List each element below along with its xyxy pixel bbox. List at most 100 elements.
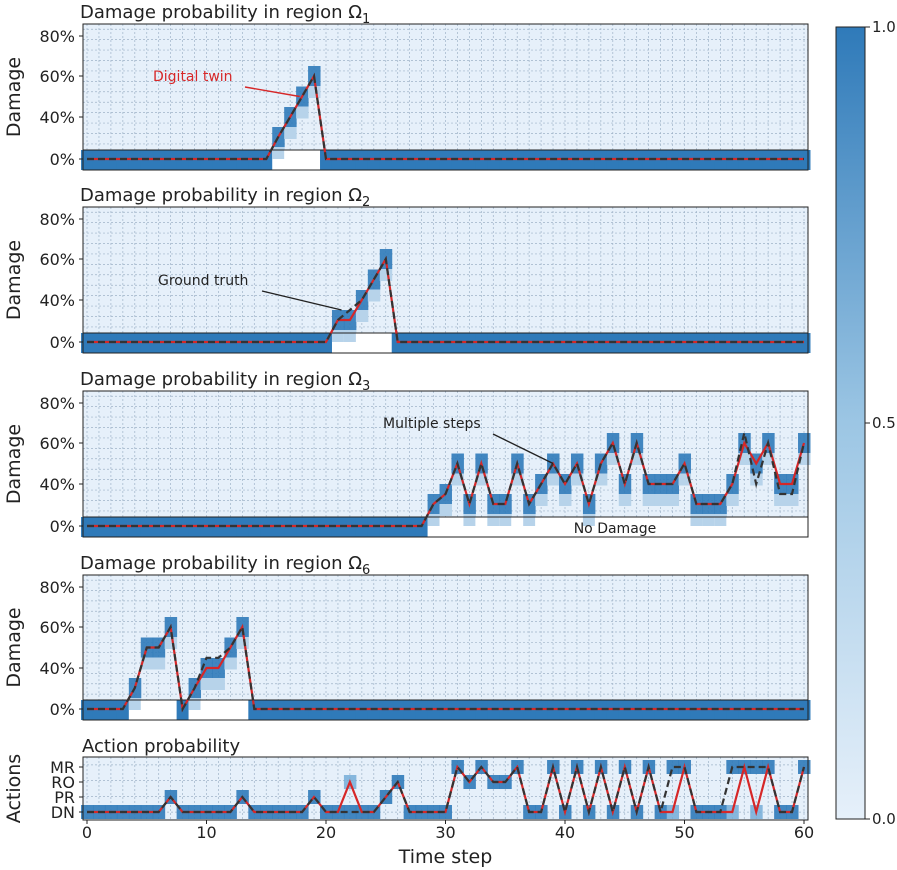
heat-cell-uncertain [296,106,309,119]
y-tick-label: 80% [39,578,75,597]
damage-panel-1: Damage probability in region Ω1 0% 40% 60% 8… [3,2,811,171]
panel-title: Action probability [82,736,240,757]
y-tick-label: 40% [39,108,75,127]
heat-cell-blank [726,517,739,537]
heat-cell-uncertain [786,494,799,506]
panel-title-text: Damage probability in region Ω [80,185,362,206]
panel-title-subscript: 2 [362,195,370,210]
heat-cell-blank [475,517,488,537]
heat-cell-blank [535,517,548,537]
heat-cell-blank [642,517,656,537]
colorbar-tick-label: 0.0 [872,810,896,828]
y-tick-label: MR [50,758,75,777]
heat-cell-uncertain [355,310,369,322]
annotation-arrow [261,290,342,311]
heat-cell-action [666,760,680,774]
y-tick-label: 80% [39,210,75,229]
heat-cell-blank [678,517,691,537]
heat-cell-uncertain [224,657,237,670]
damage-panel-4: Damage probability in region Ω60%40%60%8… [3,553,811,721]
panel-title-subscript: 3 [362,379,370,394]
heat-cell-uncertain [152,657,166,670]
heat-cell-uncertain [463,514,476,526]
heat-cell-blank [762,517,775,537]
heat-cell-blank [547,517,560,537]
heat-cell-blank [798,517,811,537]
heat-cell-uncertain [331,330,345,342]
panel-title-subscript: 1 [362,12,370,27]
y-tick-label: 60% [39,250,75,269]
no-damage-label: No Damage [574,521,657,537]
heat-cell-blank [224,700,237,720]
x-tick-label: 50 [674,823,694,842]
heat-cell-uncertain [164,637,178,649]
heat-cell-blank [451,517,464,537]
x-tick-label: 30 [435,823,455,842]
heat-cell-no-damage [798,333,811,353]
y-tick-label: 40% [39,475,75,494]
heat-cell-uncertain [774,494,787,506]
x-tick-label: 60 [794,823,814,842]
heat-cell-blank [140,700,154,720]
annotation-arrow [244,86,300,98]
panel-frame [82,206,809,354]
heat-cell-blank [559,517,572,537]
panel-title-subscript: 6 [362,563,370,578]
y-tick-label: 60% [39,434,75,453]
heat-cell-blank [296,150,309,170]
heat-cell-uncertain [559,494,572,506]
ground-truth-line [87,432,806,528]
heat-cell-uncertain [128,698,142,710]
annotation-label: Ground truth [158,273,248,289]
heat-cell-uncertain [714,514,727,526]
heat-cell-blank [738,517,751,537]
heat-cell-uncertain [750,473,763,486]
heat-cell-uncertain [702,514,715,526]
y-axis-label: Damage [3,607,25,687]
panel-title-text: Damage probability in region Ω [80,2,362,23]
heat-cell-uncertain [200,678,213,690]
heat-cell-blank [786,517,799,537]
heat-cell-action [343,805,357,819]
heat-cell-blank [570,517,584,537]
heat-cell-blank [164,700,178,720]
heat-cell-uncertain [236,637,249,649]
annotation-label: Multiple steps [383,416,481,432]
y-tick-label: 0% [50,150,75,169]
heat-cell-action [798,760,811,774]
y-axis-label: Actions [3,754,25,823]
annotation-arrow [492,433,554,465]
panel-frame [82,390,809,538]
y-tick-label: 40% [39,291,75,310]
x-tick-label: 40 [555,823,575,842]
y-tick-label: 40% [39,659,75,678]
heat-cell-blank [654,517,668,537]
y-axis-label: Damage [3,57,25,137]
ground-truth-line [87,72,804,161]
damage-panel-3: Damage probability in region Ω3 0% 40% 60% 8… [3,369,811,538]
heat-cell-uncertain [547,473,560,486]
y-tick-label: PR [54,788,75,807]
heat-cell-uncertain [284,127,297,139]
heat-cell-blank [439,517,452,537]
annotation-label: Digital twin [153,69,233,85]
colorbar: 0.0 0.5 1.0 [835,18,896,828]
y-tick-label: 0% [50,700,75,719]
heat-cell-damage [798,433,811,453]
y-tick-label: 80% [39,394,75,413]
panel-title: Damage probability in region Ω2 [80,185,370,210]
heat-cell-no-damage [798,700,811,720]
ground-truth-line [87,623,804,713]
heat-cell-uncertain [642,494,656,506]
heat-cell-uncertain [188,698,202,710]
y-tick-label: 0% [50,517,75,536]
panel-title-text: Damage probability in region Ω [80,553,362,574]
ground-truth-line [87,255,804,344]
heat-cell-uncertain [726,494,739,506]
damage-panel-2: Damage probability in region Ω2 0% 40% 60% 8… [3,185,811,354]
colorbar-tick-label: 1.0 [872,18,896,36]
heat-cell-blank [666,517,680,537]
heat-cell-uncertain [379,269,393,281]
heat-cell-blank [774,517,787,537]
